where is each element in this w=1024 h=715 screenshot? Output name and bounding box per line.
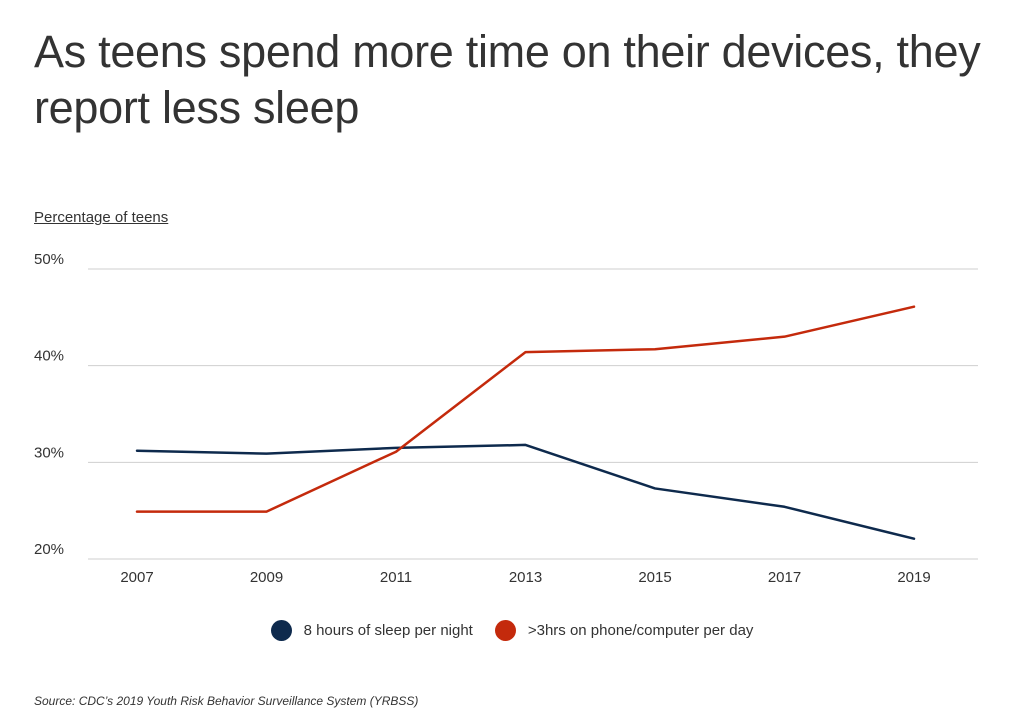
series-line-sleep <box>135 443 916 540</box>
legend-item-sleep: 8 hours of sleep per night <box>270 620 473 641</box>
chart-title: As teens spend more time on their device… <box>34 26 981 133</box>
legend-swatch-sleep <box>270 620 292 641</box>
x-tick-label: 2013 <box>509 569 542 586</box>
x-tick-label: 2009 <box>250 569 283 586</box>
grid-lines <box>88 268 978 560</box>
legend-swatch-screen <box>494 620 516 641</box>
x-tick-label: 2015 <box>638 569 671 586</box>
line-chart: 20% 30% 40% 50% 2007 2009 2011 2013 2015 2017 201… <box>34 251 978 586</box>
y-tick-labels: 20% 30% 40% 50% <box>34 251 64 558</box>
source-note: Source: CDC’s 2019 Youth Risk Behavior S… <box>34 694 419 708</box>
series-line-screen-time <box>135 305 916 513</box>
x-tick-label: 2017 <box>768 569 801 586</box>
x-tick-label: 2019 <box>897 569 930 586</box>
y-tick-label: 50% <box>34 251 64 268</box>
series-lines <box>135 305 916 540</box>
x-tick-label: 2007 <box>120 569 153 586</box>
y-tick-label: 30% <box>34 444 64 461</box>
y-tick-label: 20% <box>34 541 64 558</box>
y-axis-label: Percentage of teens <box>34 209 169 226</box>
x-tick-labels: 2007 2009 2011 2013 2015 2017 2019 <box>120 569 930 586</box>
legend-label-screen: >3hrs on phone/computer per day <box>527 622 754 639</box>
legend: 8 hours of sleep per night >3hrs on phon… <box>0 620 1024 641</box>
legend-label-sleep: 8 hours of sleep per night <box>303 622 473 639</box>
legend-item-screen: >3hrs on phone/computer per day <box>494 620 754 641</box>
x-tick-label: 2011 <box>380 569 412 586</box>
y-tick-label: 40% <box>34 348 64 365</box>
